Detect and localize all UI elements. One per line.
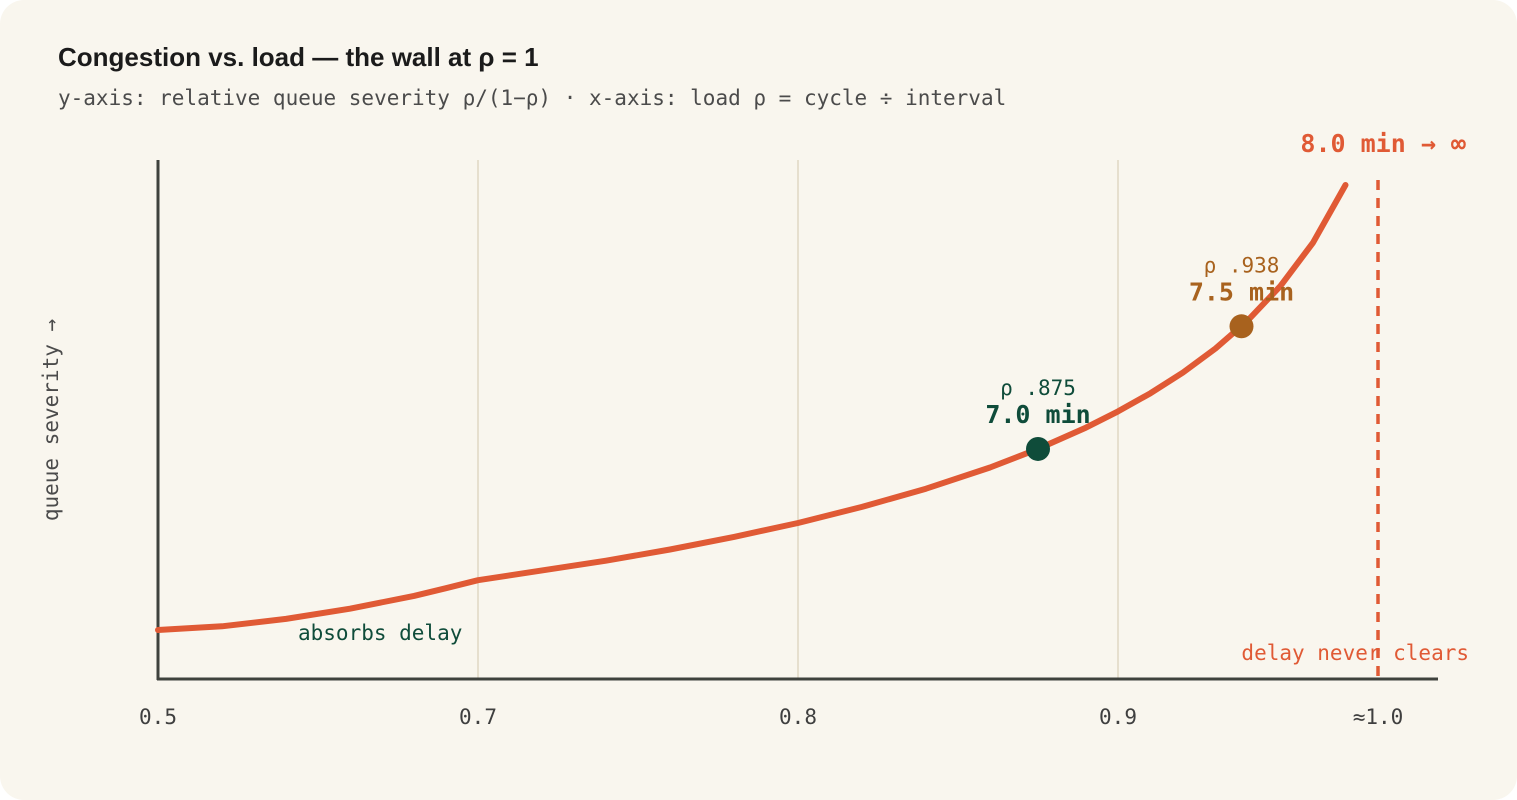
series-line (155, 182, 1349, 633)
x-tick-label: 0.8 (779, 705, 817, 729)
chart-subtitle: y-axis: relative queue severity ρ/(1−ρ) … (58, 86, 1007, 110)
threshold-note: delay never clears (1241, 641, 1469, 665)
x-tick-label: 0.7 (459, 705, 497, 729)
highlight-point (1229, 314, 1254, 339)
x-tick-label: 0.5 (139, 705, 177, 729)
highlight-rho-label: ρ .875 (1000, 376, 1076, 400)
y-axis-label: queue severity → (39, 319, 63, 521)
threshold-label: 8.0 min → ∞ (1300, 129, 1466, 158)
highlight-value-label: 7.5 min (1189, 277, 1294, 306)
highlight-value-label: 7.0 min (985, 400, 1090, 429)
highlight-rho-label: ρ .938 (1204, 253, 1280, 277)
x-tick-label: ≈1.0 (1353, 705, 1404, 729)
chart-title: Congestion vs. load — the wall at ρ = 1 (58, 42, 539, 72)
highlight-point (1026, 436, 1050, 461)
x-tick-label: 0.9 (1099, 705, 1137, 729)
annotation-absorbs-delay: absorbs delay (298, 621, 462, 645)
